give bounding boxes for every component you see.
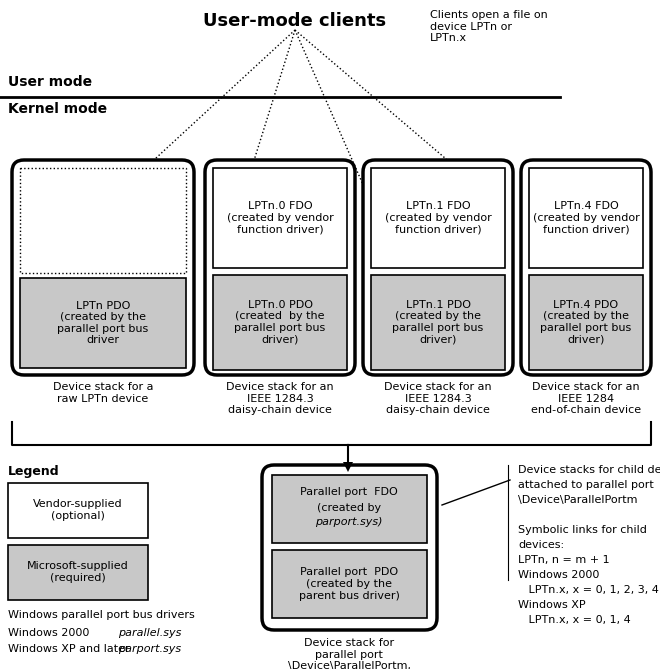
FancyBboxPatch shape <box>521 160 651 375</box>
Text: Kernel mode: Kernel mode <box>8 102 107 116</box>
Text: User mode: User mode <box>8 75 92 89</box>
Bar <box>20 278 186 368</box>
Text: LPTn.4 FDO
(created by vendor
function driver): LPTn.4 FDO (created by vendor function d… <box>533 201 640 235</box>
Bar <box>529 275 643 370</box>
Bar <box>8 483 148 538</box>
Text: parport.sys): parport.sys) <box>315 517 383 527</box>
Text: Device stack for a
raw LPTn device: Device stack for a raw LPTn device <box>53 382 153 403</box>
Text: Windows 2000: Windows 2000 <box>518 570 599 580</box>
Bar <box>371 168 505 268</box>
FancyBboxPatch shape <box>12 160 194 375</box>
Text: \Device\ParallelPortm: \Device\ParallelPortm <box>518 495 638 505</box>
Text: (created by: (created by <box>317 503 381 513</box>
Bar <box>529 168 643 268</box>
Text: parallel.sys: parallel.sys <box>118 628 182 638</box>
Text: LPTn.x, x = 0, 1, 4: LPTn.x, x = 0, 1, 4 <box>518 615 631 625</box>
Text: Windows XP: Windows XP <box>518 600 585 610</box>
Bar <box>8 545 148 600</box>
FancyBboxPatch shape <box>205 160 355 375</box>
FancyBboxPatch shape <box>262 465 437 630</box>
Bar <box>272 550 427 618</box>
Text: LPTn.x, x = 0, 1, 2, 3, 4: LPTn.x, x = 0, 1, 2, 3, 4 <box>518 585 659 595</box>
Text: LPTn PDO
(created by the
parallel port bus
driver: LPTn PDO (created by the parallel port b… <box>57 300 148 345</box>
Text: LPTn.4 PDO
(created by the
parallel port bus
driver): LPTn.4 PDO (created by the parallel port… <box>541 300 632 345</box>
Text: Vendor-supplied
(optional): Vendor-supplied (optional) <box>33 499 123 520</box>
Text: Windows 2000: Windows 2000 <box>8 628 89 638</box>
Polygon shape <box>343 462 353 472</box>
Text: Device stack for an
IEEE 1284.3
daisy-chain device: Device stack for an IEEE 1284.3 daisy-ch… <box>226 382 334 415</box>
Text: Microsoft-supplied
(required): Microsoft-supplied (required) <box>27 561 129 583</box>
Bar <box>371 275 505 370</box>
Text: Legend: Legend <box>8 465 59 478</box>
Text: Device stack for an
IEEE 1284.3
daisy-chain device: Device stack for an IEEE 1284.3 daisy-ch… <box>384 382 492 415</box>
Text: Clients open a file on
device LPTn or
LPTn.x: Clients open a file on device LPTn or LP… <box>430 10 548 43</box>
Text: LPTn.0 FDO
(created by vendor
function driver): LPTn.0 FDO (created by vendor function d… <box>226 201 333 235</box>
Text: Windows XP and later: Windows XP and later <box>8 644 129 654</box>
Text: Symbolic links for child: Symbolic links for child <box>518 525 647 535</box>
Text: Windows parallel port bus drivers: Windows parallel port bus drivers <box>8 610 195 620</box>
Bar <box>20 168 186 273</box>
Bar <box>213 168 347 268</box>
Text: LPTn, n = m + 1: LPTn, n = m + 1 <box>518 555 610 565</box>
FancyBboxPatch shape <box>363 160 513 375</box>
Text: attached to parallel port: attached to parallel port <box>518 480 654 490</box>
Text: LPTn.0 PDO
(created  by the
parallel port bus
driver): LPTn.0 PDO (created by the parallel port… <box>234 300 325 345</box>
Text: parport.sys: parport.sys <box>118 644 181 654</box>
Bar <box>213 275 347 370</box>
Text: devices:: devices: <box>518 540 564 550</box>
Bar <box>272 475 427 543</box>
Text: Device stack for
parallel port
\Device\ParallelPortm,
m >= 0: Device stack for parallel port \Device\P… <box>288 638 411 669</box>
Text: Device stack for an
IEEE 1284
end-of-chain device: Device stack for an IEEE 1284 end-of-cha… <box>531 382 641 415</box>
Text: Parallel port  FDO: Parallel port FDO <box>300 487 398 497</box>
Text: Device stacks for child devices: Device stacks for child devices <box>518 465 660 475</box>
Text: Parallel port  PDO
(created by the
parent bus driver): Parallel port PDO (created by the parent… <box>298 567 399 601</box>
Text: LPTn.1 PDO
(created by the
parallel port bus
driver): LPTn.1 PDO (created by the parallel port… <box>393 300 484 345</box>
Text: LPTn.1 FDO
(created by vendor
function driver): LPTn.1 FDO (created by vendor function d… <box>385 201 492 235</box>
Text: User-mode clients: User-mode clients <box>203 12 387 30</box>
